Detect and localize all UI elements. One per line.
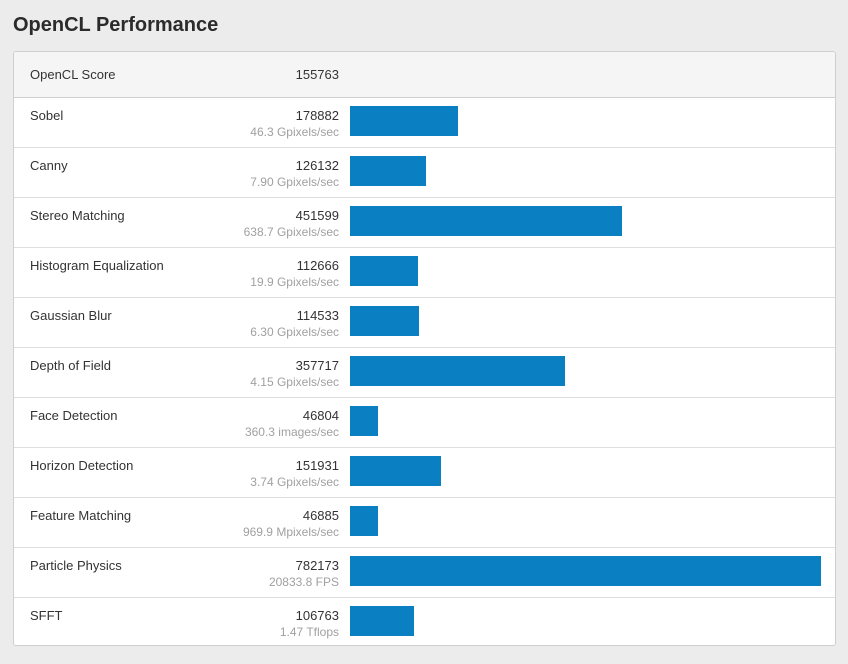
benchmark-row: SFFT 106763 1.47 Tflops	[14, 598, 835, 645]
benchmark-name: Horizon Detection	[30, 458, 134, 473]
benchmark-name: Canny	[30, 158, 68, 173]
benchmark-rate: 4.15 Gpixels/sec	[250, 375, 339, 389]
overall-score-value: 155763	[295, 67, 339, 82]
benchmark-score: 114533	[296, 308, 339, 323]
benchmark-score: 178882	[295, 108, 339, 123]
benchmark-score-bar	[350, 156, 426, 186]
page-title: OpenCL Performance	[13, 14, 219, 36]
benchmark-name: Depth of Field	[30, 358, 111, 373]
benchmark-score-bar	[350, 206, 622, 236]
benchmark-score-bar	[350, 256, 418, 286]
benchmark-score: 112666	[296, 258, 339, 273]
benchmark-score-bar	[350, 106, 458, 136]
benchmark-row: Sobel 178882 46.3 Gpixels/sec	[14, 98, 835, 148]
benchmark-row: Feature Matching 46885 969.9 Mpixels/sec	[14, 498, 835, 548]
benchmark-name: Histogram Equalization	[30, 258, 164, 273]
benchmark-row: Depth of Field 357717 4.15 Gpixels/sec	[14, 348, 835, 398]
benchmark-score: 46804	[302, 408, 339, 423]
benchmark-rate: 969.9 Mpixels/sec	[242, 525, 339, 539]
benchmark-name: Gaussian Blur	[30, 308, 112, 323]
overall-score-row: OpenCL Score 155763	[14, 52, 835, 98]
benchmark-score-bar	[350, 456, 441, 486]
benchmark-name: SFFT	[30, 608, 63, 623]
benchmark-rate: 1.47 Tflops	[279, 625, 339, 639]
benchmark-score: 151931	[295, 458, 339, 473]
benchmark-rate: 46.3 Gpixels/sec	[250, 125, 339, 139]
opencl-results-panel: OpenCL Score 155763 Sobel 178882 46.3 Gpix…	[13, 51, 836, 646]
benchmark-score: 106763	[295, 608, 339, 623]
benchmark-score: 782173	[295, 558, 339, 573]
benchmark-score: 46885	[302, 508, 339, 523]
benchmark-name: Sobel	[30, 108, 64, 123]
overall-score-label: OpenCL Score	[30, 67, 116, 82]
benchmark-name: Feature Matching	[30, 508, 132, 523]
benchmark-rate: 360.3 images/sec	[244, 425, 339, 439]
benchmark-row: Face Detection 46804 360.3 images/sec	[14, 398, 835, 448]
benchmark-rate: 3.74 Gpixels/sec	[250, 475, 339, 489]
benchmark-rate: 638.7 Gpixels/sec	[243, 225, 339, 239]
benchmark-score-bar	[350, 506, 378, 536]
benchmark-rate: 7.90 Gpixels/sec	[250, 175, 339, 189]
benchmark-score-bar	[350, 606, 414, 636]
benchmark-row: Horizon Detection 151931 3.74 Gpixels/sec	[14, 448, 835, 498]
benchmark-score: 451599	[295, 208, 339, 223]
benchmark-row: Gaussian Blur 114533 6.30 Gpixels/sec	[14, 298, 835, 348]
benchmark-score: 126132	[295, 158, 339, 173]
benchmark-name: Particle Physics	[30, 558, 122, 573]
benchmark-name: Stereo Matching	[30, 208, 125, 223]
benchmark-row: Histogram Equalization 112666 19.9 Gpixels…	[14, 248, 835, 298]
benchmark-score: 357717	[295, 358, 339, 373]
benchmark-score-bar	[350, 406, 378, 436]
benchmark-score-bar	[350, 356, 565, 386]
benchmark-rate: 20833.8 FPS	[268, 575, 339, 589]
benchmark-rate: 6.30 Gpixels/sec	[250, 325, 339, 339]
benchmark-score-bar	[350, 306, 419, 336]
benchmark-score-bar	[350, 556, 821, 586]
benchmark-row: Canny 126132 7.90 Gpixels/sec	[14, 148, 835, 198]
benchmark-row: Stereo Matching 451599 638.7 Gpixels/sec	[14, 198, 835, 248]
benchmark-row: Particle Physics 782173 20833.8 FPS	[14, 548, 835, 598]
benchmark-name: Face Detection	[30, 408, 118, 423]
benchmark-list: Sobel 178882 46.3 Gpixels/sec Canny 126132 7.…	[14, 98, 835, 645]
benchmark-rate: 19.9 Gpixels/sec	[250, 275, 339, 289]
